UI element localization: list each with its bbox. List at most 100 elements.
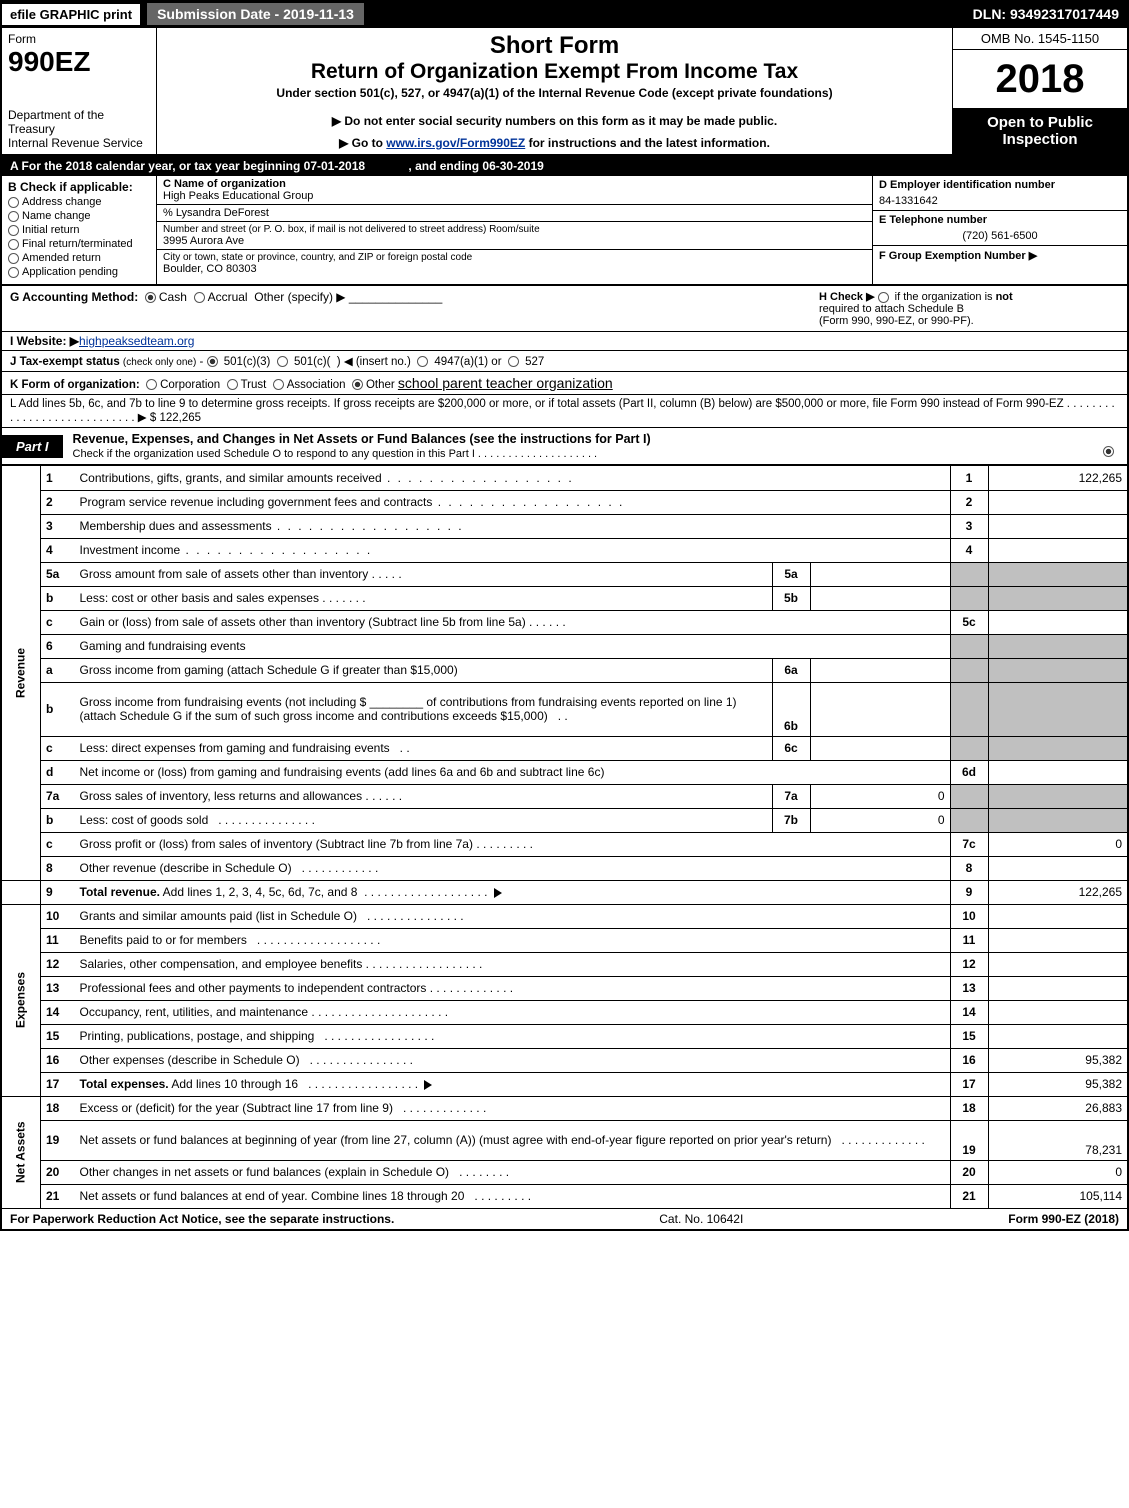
ln-7c: c bbox=[41, 832, 75, 856]
sn-5a: 5a bbox=[772, 562, 810, 586]
d-6c: Less: direct expenses from gaming and fu… bbox=[80, 741, 390, 755]
d-11: Benefits paid to or for members bbox=[80, 933, 247, 947]
line-7b: b Less: cost of goods sold . . . . . . .… bbox=[1, 808, 1128, 832]
sv-5a bbox=[810, 562, 950, 586]
schedO-check[interactable] bbox=[1103, 446, 1114, 457]
city-state-zip: Boulder, CO 80303 bbox=[163, 263, 866, 275]
part-i-header: Part I Revenue, Expenses, and Changes in… bbox=[0, 428, 1129, 466]
l-value: $ 122,265 bbox=[150, 412, 201, 424]
chk-name-change[interactable]: Name change bbox=[8, 210, 150, 222]
h-label: H Check ▶ bbox=[819, 291, 875, 303]
efile-label[interactable]: efile GRAPHIC print bbox=[2, 4, 140, 25]
dln: DLN: 93492317017449 bbox=[973, 6, 1127, 22]
street-address: 3995 Aurora Ave bbox=[163, 235, 866, 247]
ln-6a: a bbox=[41, 658, 75, 682]
v-1: 122,265 bbox=[988, 466, 1128, 490]
row-a-begin: A For the 2018 calendar year, or tax yea… bbox=[10, 159, 365, 173]
header-left: Form 990EZ Department of the Treasury In… bbox=[2, 28, 157, 154]
line-3: 3 Membership dues and assessments 3 bbox=[1, 514, 1128, 538]
chk-amended[interactable]: Amended return bbox=[8, 252, 150, 264]
org-name: High Peaks Educational Group bbox=[163, 190, 866, 202]
nc-17: 17 bbox=[950, 1072, 988, 1096]
radio-4947[interactable] bbox=[417, 356, 428, 367]
ln-6c: c bbox=[41, 736, 75, 760]
goto-post: for instructions and the latest informat… bbox=[525, 136, 770, 150]
row-i: I Website: ▶highpeaksedteam.org bbox=[0, 332, 1129, 351]
line-6: 6 Gaming and fundraising events bbox=[1, 634, 1128, 658]
chk-address-change[interactable]: Address change bbox=[8, 196, 150, 208]
ein-lbl: D Employer identification number bbox=[879, 179, 1121, 191]
d-15: Printing, publications, postage, and shi… bbox=[80, 1029, 315, 1043]
chk-initial-return[interactable]: Initial return bbox=[8, 224, 150, 236]
line-6b: b Gross income from fundraising events (… bbox=[1, 682, 1128, 736]
dept-irs: Internal Revenue Service bbox=[8, 136, 150, 150]
ln-11: 11 bbox=[41, 928, 75, 952]
goto-instructions: ▶ Go to www.irs.gov/Form990EZ for instru… bbox=[167, 136, 942, 150]
d-1: Contributions, gifts, grants, and simila… bbox=[80, 471, 382, 485]
sv-6c bbox=[810, 736, 950, 760]
v-18: 26,883 bbox=[988, 1096, 1128, 1120]
line-18: Net Assets 18 Excess or (deficit) for th… bbox=[1, 1096, 1128, 1120]
d-4: Investment income bbox=[80, 543, 181, 557]
sn-6b: 6b bbox=[772, 682, 810, 736]
tax-year: 2018 bbox=[953, 50, 1127, 108]
sn-7b: 7b bbox=[772, 808, 810, 832]
v-11 bbox=[988, 928, 1128, 952]
b-header: B Check if applicable: bbox=[8, 180, 150, 194]
v-9: 122,265 bbox=[988, 880, 1128, 904]
ln-13: 13 bbox=[41, 976, 75, 1000]
form-header: Form 990EZ Department of the Treasury In… bbox=[0, 28, 1129, 156]
ln-20: 20 bbox=[41, 1160, 75, 1184]
v-13 bbox=[988, 976, 1128, 1000]
g-other: Other (specify) ▶ bbox=[254, 290, 345, 304]
v-17: 95,382 bbox=[988, 1072, 1128, 1096]
nc-5a bbox=[950, 562, 988, 586]
radio-corp[interactable] bbox=[146, 379, 157, 390]
nc-7c: 7c bbox=[950, 832, 988, 856]
d-7a: Gross sales of inventory, less returns a… bbox=[80, 789, 363, 803]
lines-table: Revenue 1 Contributions, gifts, grants, … bbox=[0, 466, 1129, 1209]
d-6a: Gross income from gaming (attach Schedul… bbox=[75, 658, 773, 682]
sv-5b bbox=[810, 586, 950, 610]
d-19: Net assets or fund balances at beginning… bbox=[80, 1133, 832, 1147]
nc-7a bbox=[950, 784, 988, 808]
ln-14: 14 bbox=[41, 1000, 75, 1024]
v-6d bbox=[988, 760, 1128, 784]
arrow-icon bbox=[494, 888, 502, 898]
radio-501c3[interactable] bbox=[207, 356, 218, 367]
line-17: 17 Total expenses. Add lines 10 through … bbox=[1, 1072, 1128, 1096]
care-of: % Lysandra DeForest bbox=[163, 207, 866, 219]
nc-2: 2 bbox=[950, 490, 988, 514]
g-label: G Accounting Method: bbox=[10, 290, 138, 304]
website-link[interactable]: highpeaksedteam.org bbox=[79, 334, 194, 348]
ln-5a: 5a bbox=[41, 562, 75, 586]
k-assoc: Association bbox=[287, 379, 346, 391]
omb-number: OMB No. 1545-1150 bbox=[953, 28, 1127, 50]
radio-assoc[interactable] bbox=[273, 379, 284, 390]
radio-527[interactable] bbox=[508, 356, 519, 367]
d-5a: Gross amount from sale of assets other t… bbox=[80, 567, 369, 581]
k-label: K Form of organization: bbox=[10, 379, 140, 391]
ln-3: 3 bbox=[41, 514, 75, 538]
d-6: Gaming and fundraising events bbox=[75, 634, 951, 658]
section-bcd: B Check if applicable: Address change Na… bbox=[0, 176, 1129, 286]
radio-accrual[interactable] bbox=[194, 292, 205, 303]
radio-cash[interactable] bbox=[145, 292, 156, 303]
h-checkbox[interactable] bbox=[878, 292, 889, 303]
nc-6d: 6d bbox=[950, 760, 988, 784]
nc-20: 20 bbox=[950, 1160, 988, 1184]
footer-cat: Cat. No. 10642I bbox=[394, 1212, 1008, 1226]
sidecat-expenses: Expenses bbox=[1, 904, 41, 1096]
chk-final-return[interactable]: Final return/terminated bbox=[8, 238, 150, 250]
radio-trust[interactable] bbox=[227, 379, 238, 390]
d-8: Other revenue (describe in Schedule O) bbox=[80, 861, 292, 875]
chk-pending[interactable]: Application pending bbox=[8, 266, 150, 278]
irs-link[interactable]: www.irs.gov/Form990EZ bbox=[386, 136, 525, 150]
radio-501c[interactable] bbox=[277, 356, 288, 367]
line-16: 16 Other expenses (describe in Schedule … bbox=[1, 1048, 1128, 1072]
radio-other[interactable] bbox=[352, 379, 363, 390]
sn-6c: 6c bbox=[772, 736, 810, 760]
row-k: K Form of organization: Corporation Trus… bbox=[0, 372, 1129, 395]
line-14: 14 Occupancy, rent, utilities, and maint… bbox=[1, 1000, 1128, 1024]
ln-15: 15 bbox=[41, 1024, 75, 1048]
